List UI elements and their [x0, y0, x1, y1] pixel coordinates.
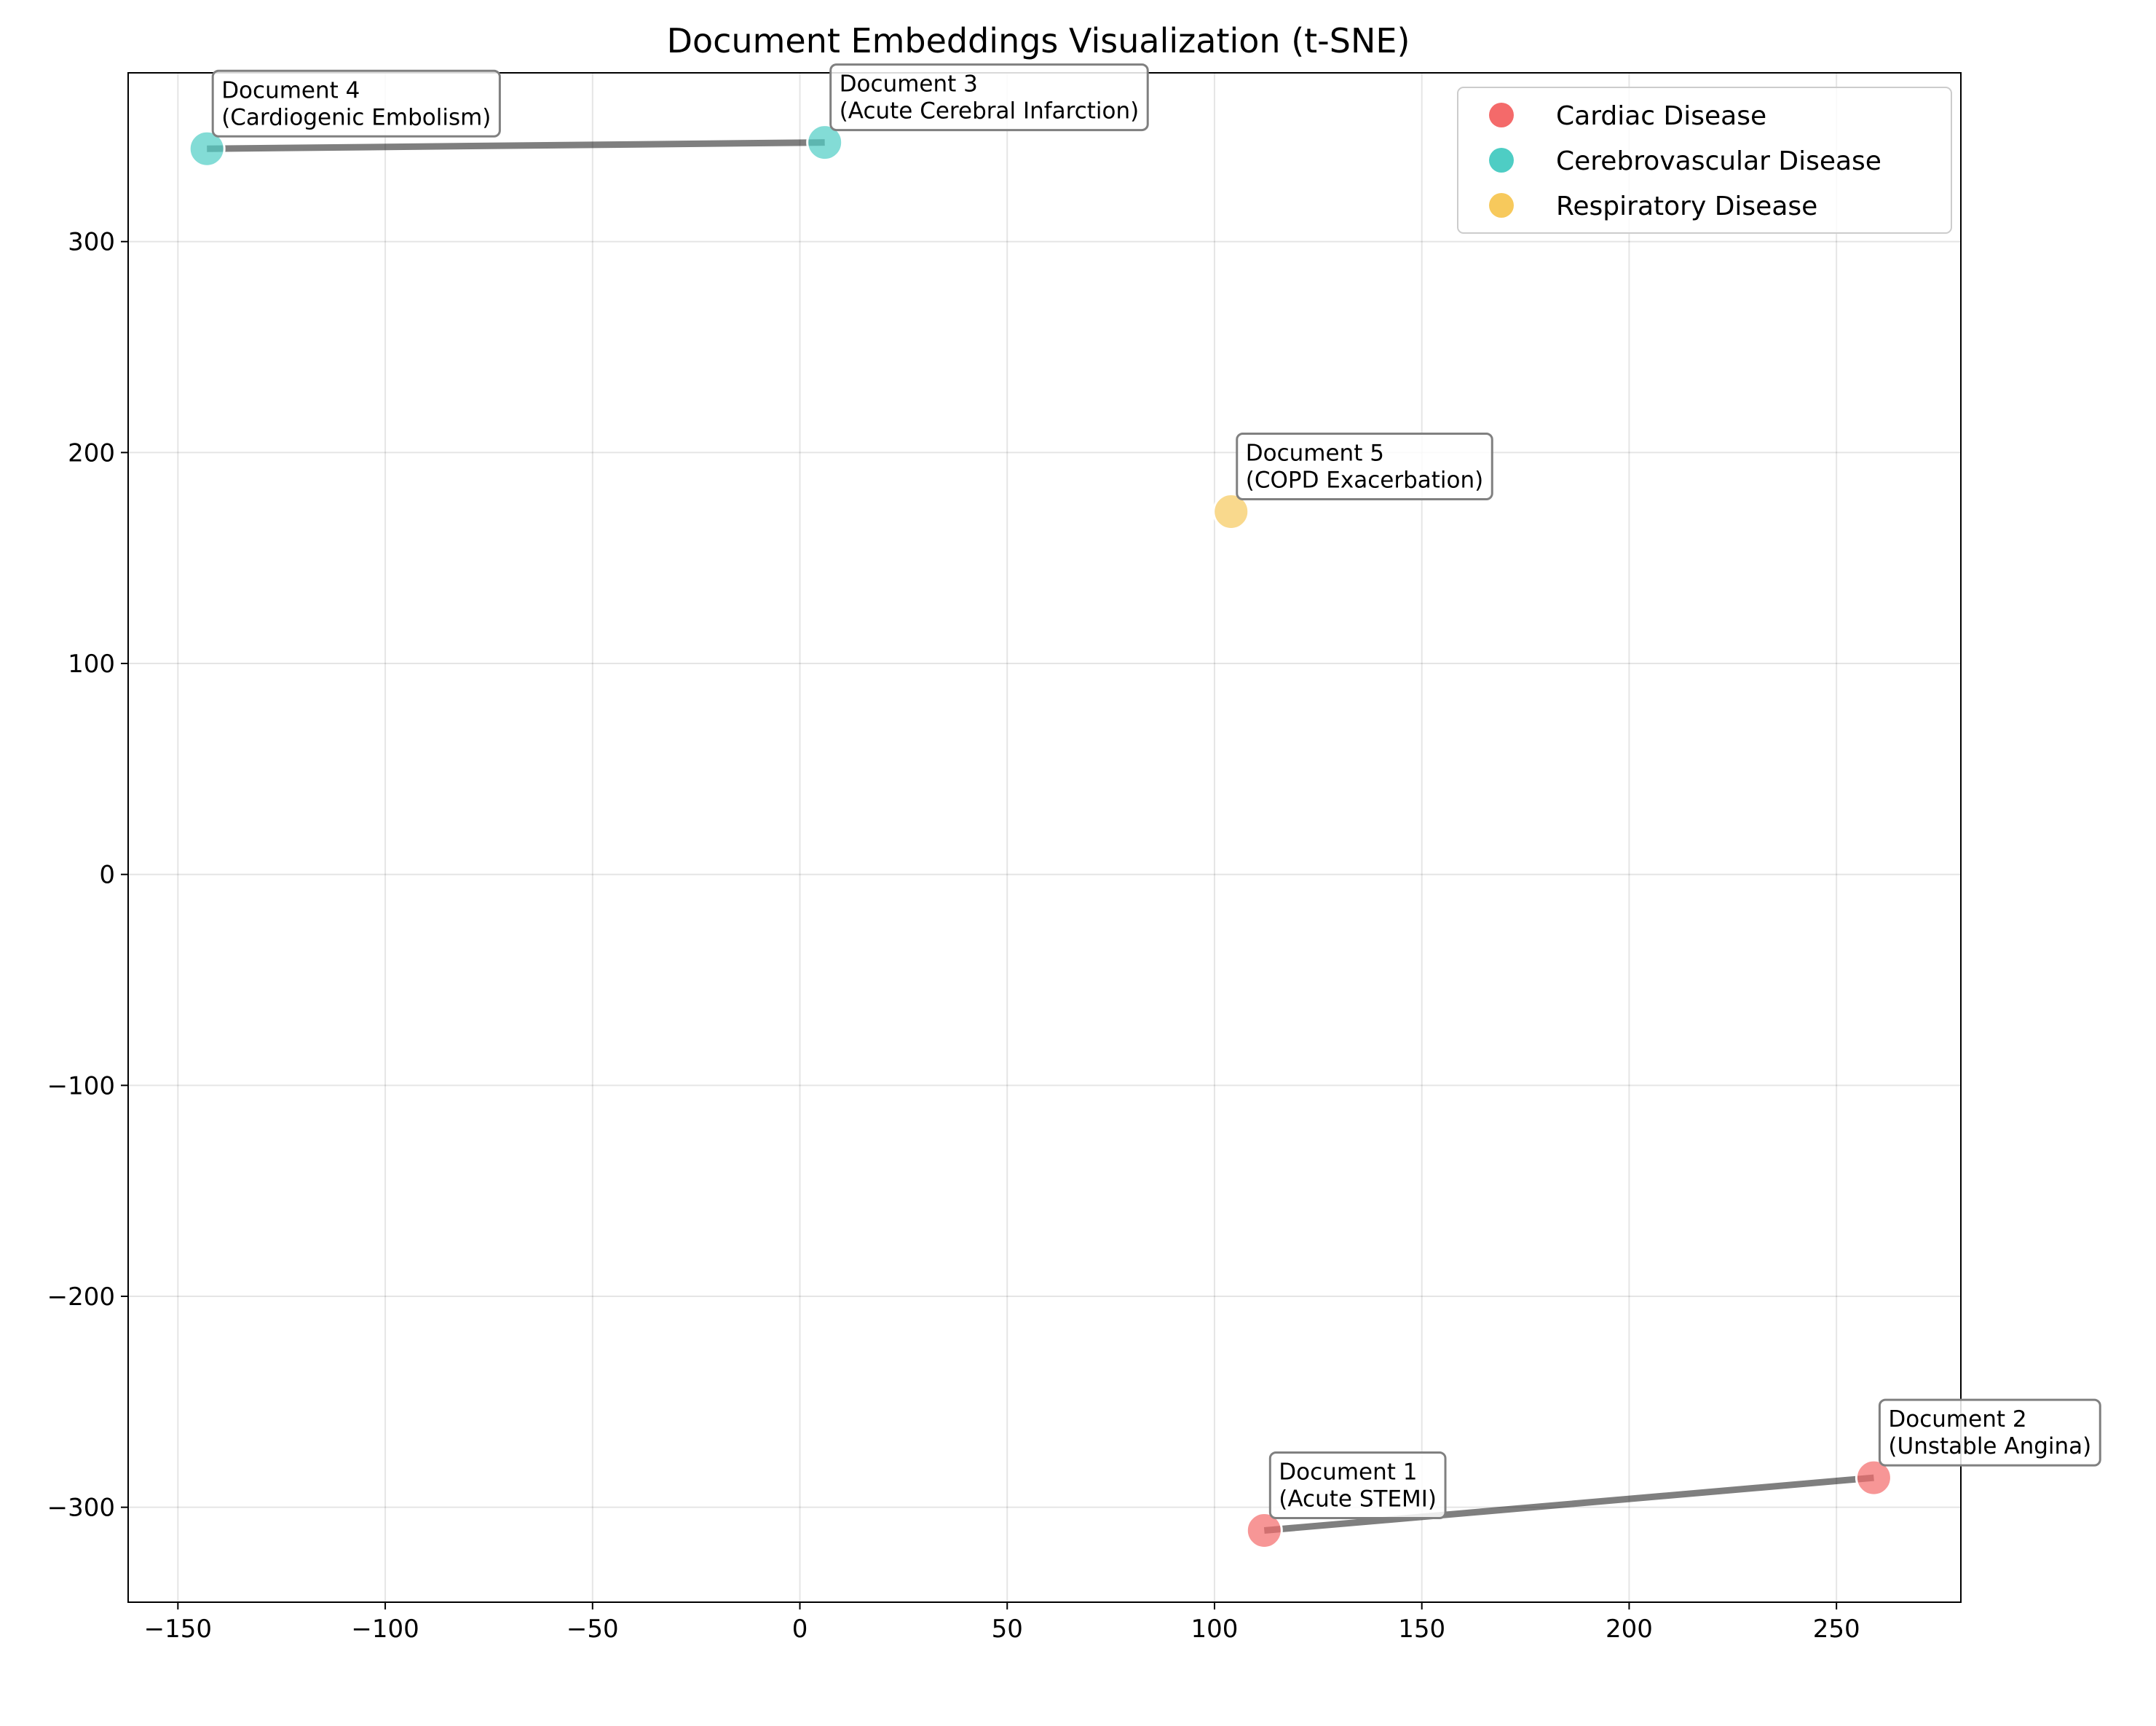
legend-marker: [1489, 103, 1514, 127]
data-point: [806, 124, 844, 162]
data-point: [188, 130, 226, 168]
legend-box: [1457, 87, 1952, 234]
x-tick-label: −50: [566, 1615, 619, 1644]
annotation-box: [1268, 1451, 1447, 1520]
data-points: [188, 124, 1892, 1550]
annotation-box: [1878, 1398, 2101, 1467]
y-tick-label: 100: [68, 650, 115, 679]
point-annotation: Document 2(Unstable Angina): [1878, 1398, 2101, 1467]
connection-line: [1263, 1474, 1874, 1534]
data-point: [1245, 1512, 1283, 1550]
point-annotations: Document 1(Acute STEMI) Document 2(Unstab…: [211, 63, 2101, 1520]
data-point: [1855, 1459, 1892, 1497]
annotation-subtitle: (COPD Exacerbation): [1246, 467, 1484, 493]
annotation-title: Document 4: [221, 77, 360, 103]
axis-ticks: −150 −100 −50 0 50 100 150 200 250 −300 −200 −100 0 1…: [47, 228, 1860, 1644]
point-annotation: Document 1(Acute STEMI): [1268, 1451, 1447, 1520]
point-annotation: Document 5(COPD Exacerbation): [1236, 432, 1493, 500]
legend-marker: [1489, 148, 1514, 173]
legend: Cardiac Disease Cerebrovascular Disease Re…: [1457, 87, 1952, 234]
legend-marker: [1489, 193, 1514, 218]
x-tick-label: 150: [1398, 1615, 1445, 1644]
point-annotation: Document 4(Cardiogenic Embolism): [211, 69, 501, 138]
point-annotation: Document 3(Acute Cerebral Infarction): [829, 63, 1149, 132]
legend-label: Cerebrovascular Disease: [1556, 146, 1881, 176]
y-tick-label: −300: [47, 1494, 115, 1523]
plot-area-frame: [127, 72, 1962, 1603]
annotation-title: Document 3: [840, 71, 978, 98]
annotation-subtitle: (Acute STEMI): [1279, 1486, 1437, 1513]
annotation-title: Document 1: [1279, 1459, 1417, 1486]
legend-label: Respiratory Disease: [1556, 192, 1817, 221]
chart-title: Document Embeddings Visualization (t-SNE…: [667, 21, 1410, 60]
x-tick-label: 50: [992, 1615, 1023, 1644]
x-tick-label: −100: [351, 1615, 419, 1644]
connection-line: [207, 139, 825, 152]
x-tick-label: 100: [1191, 1615, 1239, 1644]
x-tick-label: 200: [1606, 1615, 1653, 1644]
x-tick-label: −150: [144, 1615, 212, 1644]
y-tick-label: 0: [99, 861, 115, 890]
annotation-box: [1236, 432, 1493, 500]
x-tick-label: 250: [1813, 1615, 1860, 1644]
annotation-subtitle: (Cardiogenic Embolism): [221, 104, 491, 130]
y-tick-label: 200: [68, 438, 115, 468]
legend-label: Cardiac Disease: [1556, 101, 1766, 131]
data-point: [1212, 492, 1250, 530]
annotation-box: [211, 69, 501, 138]
annotation-subtitle: (Unstable Angina): [1888, 1433, 2091, 1459]
x-tick-label: 0: [792, 1615, 808, 1644]
y-tick-label: −200: [47, 1282, 115, 1312]
y-tick-label: −100: [47, 1071, 115, 1100]
annotation-subtitle: (Acute Cerebral Infarction): [840, 98, 1140, 125]
connection-lines: [207, 139, 1874, 1534]
annotation-box: [829, 63, 1149, 132]
annotation-title: Document 5: [1246, 440, 1384, 466]
annotation-title: Document 2: [1888, 1406, 2026, 1433]
grid: [128, 73, 1961, 1602]
y-tick-label: 300: [68, 228, 115, 257]
